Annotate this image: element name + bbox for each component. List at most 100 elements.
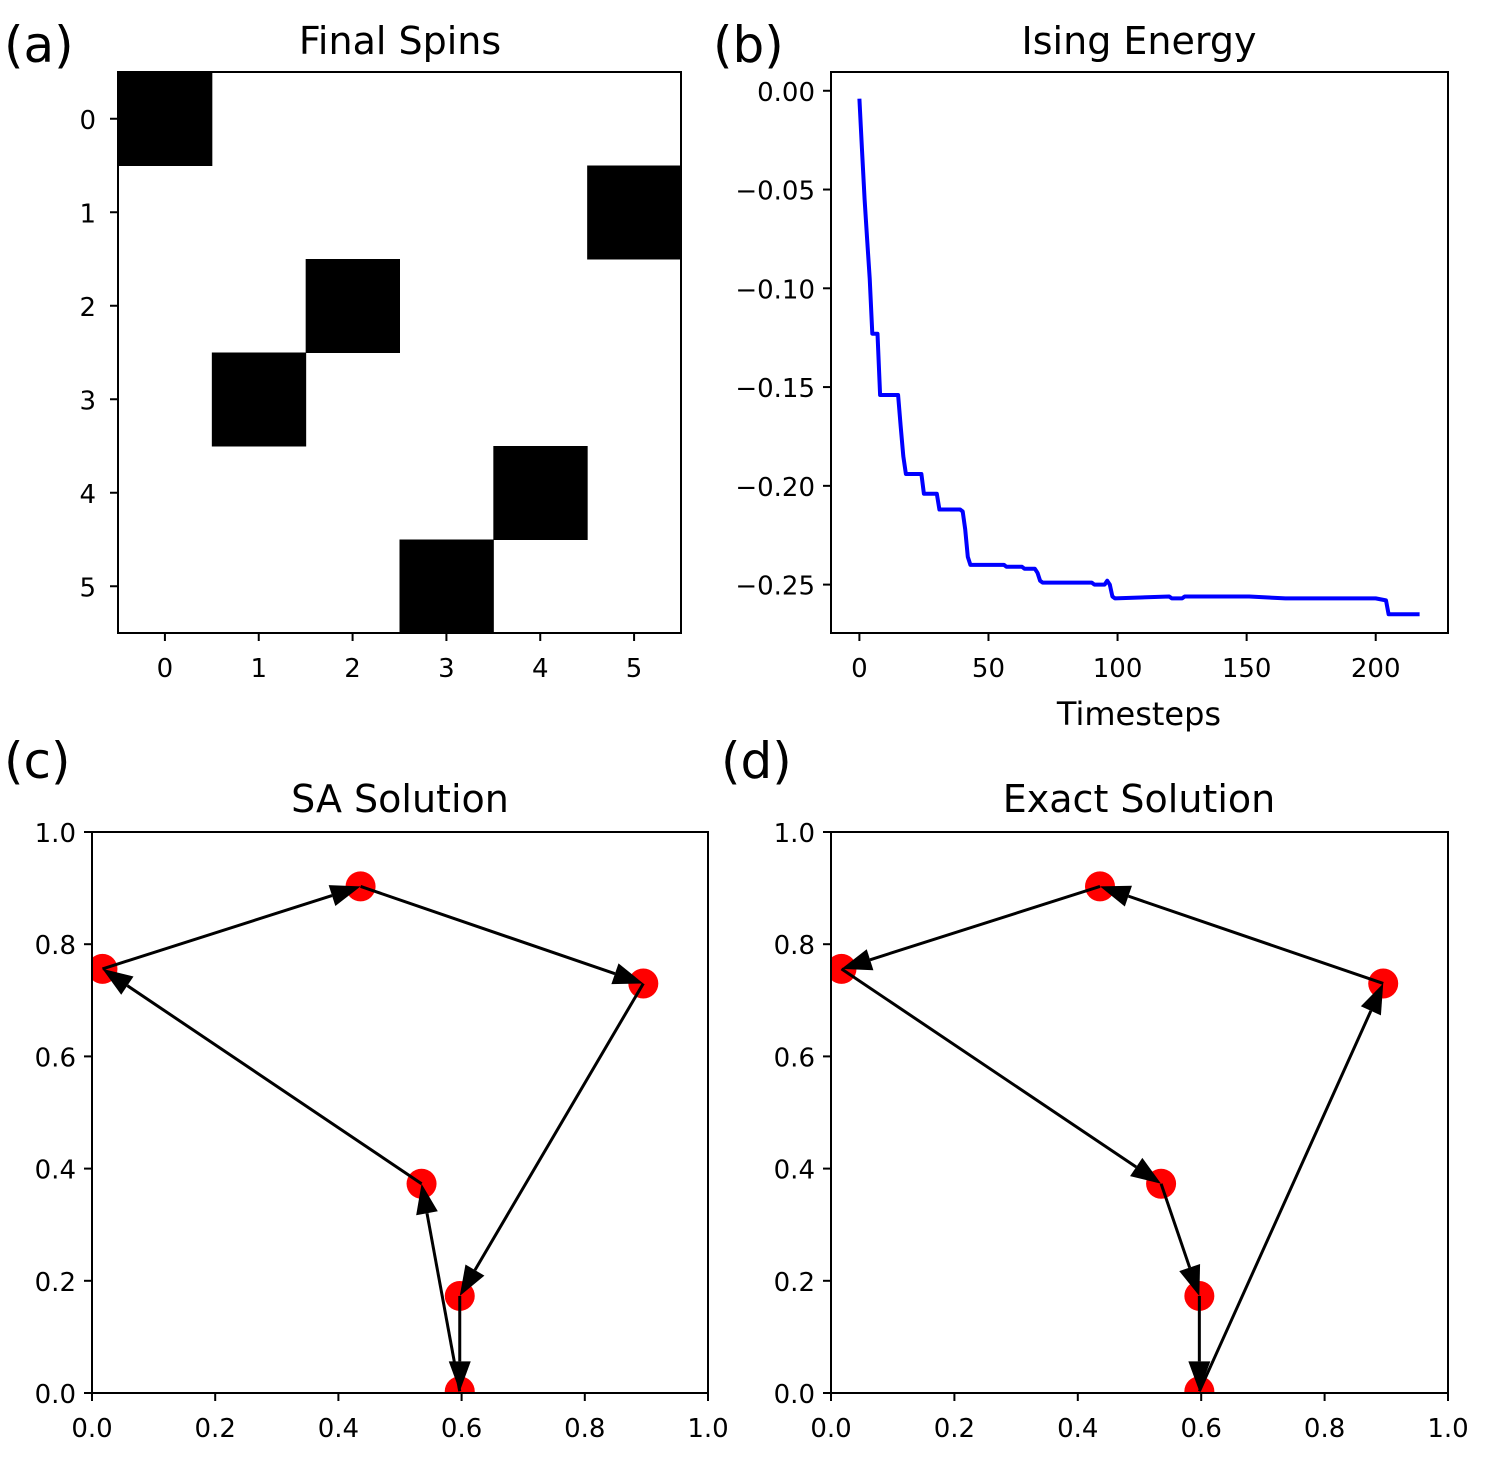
heatmap-final-spins: 0 1 2 3 4 5 0 1 2 3 4 5 (79, 71, 682, 684)
chart-title-c: SA Solution (291, 777, 509, 821)
tour-arrow-d-3 (1197, 983, 1384, 1392)
heatmap-cell-r5-c3 (399, 539, 494, 634)
x-tick-label-c: 0.8 (564, 1414, 605, 1444)
tour-arrow-c-4 (416, 1183, 462, 1392)
y-tick-label-d: 0.0 (774, 1380, 815, 1410)
x-tick-label-a: 3 (438, 654, 455, 684)
axes-frame (830, 831, 1449, 1394)
y-tick-label-b: −0.15 (735, 374, 815, 404)
panel-label-b: (b) (713, 16, 784, 74)
plot-area-c (92, 871, 659, 1393)
heatmap-cell-r0-c0 (118, 72, 213, 166)
x-tick-label-b: 50 (972, 654, 1005, 684)
y-tick-label-d: 1.0 (774, 819, 815, 849)
arrow-head (1179, 1264, 1201, 1296)
arrow-shaft (126, 984, 423, 1185)
heatmap-cell-r1-c5 (587, 165, 682, 260)
chart-title-a: Final Spins (299, 19, 501, 63)
y-tick-label-b: −0.10 (735, 275, 815, 305)
x-tick-label-b: 150 (1222, 654, 1272, 684)
arrow-shaft (425, 1212, 462, 1392)
x-tick-label-c: 0.6 (441, 1414, 482, 1444)
arrow-shaft (840, 967, 1138, 1169)
chart-title-d: Exact Solution (1003, 777, 1275, 821)
heatmap-cell-r4-c4 (493, 446, 588, 540)
tour-arrow-c-1 (360, 884, 644, 985)
arrow-head (611, 963, 644, 985)
arrow-head (328, 885, 361, 907)
heatmap-cell-r3-c1 (211, 352, 307, 447)
scatter-exact-solution: 0.0 0.0 0.2 0.2 0.4 0.4 0.6 0.6 0.8 0.8 1.0 1.0 (774, 819, 1469, 1444)
y-tick-label-c: 0.2 (35, 1268, 76, 1298)
arrow-head (102, 968, 134, 995)
chart-title-b: Ising Energy (1022, 19, 1257, 63)
x-tick-label-c: 0.2 (195, 1414, 236, 1444)
y-tick-label-c: 0.0 (35, 1380, 76, 1410)
x-tick-label-a: 5 (626, 654, 643, 684)
panel-label-c: (c) (4, 732, 71, 790)
y-tick-label-a: 4 (79, 480, 96, 510)
arrow-shaft (1197, 1010, 1373, 1392)
tour-arrow-d-0 (840, 967, 1162, 1184)
arrow-shaft (360, 884, 616, 976)
x-tick-label-a: 4 (532, 654, 549, 684)
y-tick-label-a: 5 (79, 573, 96, 603)
x-tick-label-d: 0.8 (1304, 1414, 1345, 1444)
x-tick-label-c: 1.0 (687, 1414, 728, 1444)
y-tick-label-d: 0.6 (774, 1043, 815, 1073)
y-tick-label-d: 0.8 (774, 931, 815, 961)
y-tick-label-a: 3 (79, 386, 96, 416)
y-tick-label-c: 0.6 (35, 1043, 76, 1073)
arrow-shaft (869, 884, 1101, 962)
energy-series-line (857, 98, 1420, 617)
x-tick-label-a: 1 (250, 654, 267, 684)
arrow-head (1100, 885, 1132, 907)
tour-arrow-d-4 (1100, 885, 1384, 985)
y-tick-label-a: 0 (79, 106, 96, 136)
arrow-head (459, 1264, 485, 1296)
x-tick-label-b: 100 (1093, 654, 1143, 684)
tour-arrow-c-0 (102, 885, 361, 971)
arrow-shaft (473, 982, 645, 1271)
x-tick-label-b: 0 (851, 654, 868, 684)
x-tick-label-a: 2 (344, 654, 361, 684)
x-tick-label-c: 0.4 (318, 1414, 359, 1444)
plot-area-d (831, 871, 1399, 1393)
axes-frame (830, 71, 1449, 634)
x-tick-label-b: 200 (1351, 654, 1401, 684)
tour-arrow-d-1 (1159, 1183, 1201, 1296)
y-tick-label-c: 0.8 (35, 931, 76, 961)
x-tick-label-d: 0.4 (1057, 1414, 1098, 1444)
tour-arrow-d-2 (1188, 1295, 1211, 1392)
arrow-shaft (1127, 894, 1384, 985)
panel-label-d: (d) (721, 732, 792, 790)
heatmap-cell-r2-c2 (305, 259, 400, 353)
x-axis-label-b: Timesteps (1056, 695, 1221, 733)
arrow-head (1360, 983, 1384, 1016)
arrow-head (1130, 1157, 1162, 1184)
y-tick-label-b: −0.05 (735, 177, 815, 207)
y-tick-label-d: 0.4 (774, 1156, 815, 1186)
y-tick-label-b: 0.00 (757, 78, 815, 108)
tour-arrow-c-2 (459, 982, 645, 1296)
tour-arrow-d-5 (841, 884, 1101, 971)
y-tick-label-a: 1 (79, 199, 96, 229)
arrow-head (841, 949, 874, 971)
axes-frame (117, 71, 682, 634)
y-tick-label-a: 2 (79, 293, 96, 323)
x-tick-label-d: 0.2 (934, 1414, 975, 1444)
y-tick-label-d: 0.2 (774, 1268, 815, 1298)
arrow-head (416, 1183, 438, 1216)
y-tick-label-c: 0.4 (35, 1156, 76, 1186)
panel-label-a: (a) (4, 16, 74, 74)
y-tick-label-b: −0.25 (735, 572, 815, 602)
x-tick-label-d: 1.0 (1427, 1414, 1468, 1444)
x-tick-label-a: 0 (157, 654, 174, 684)
x-tick-label-d: 0.0 (810, 1414, 851, 1444)
x-tick-label-c: 0.0 (71, 1414, 112, 1444)
line-chart-ising-energy: 0 50 100 150 200 0.00 −0.05 −0.10 −0.15 −0.20 −0.2… (735, 71, 1449, 684)
y-tick-label-c: 1.0 (35, 819, 76, 849)
y-tick-label-b: −0.20 (735, 473, 815, 503)
arrow-shaft (102, 894, 333, 971)
